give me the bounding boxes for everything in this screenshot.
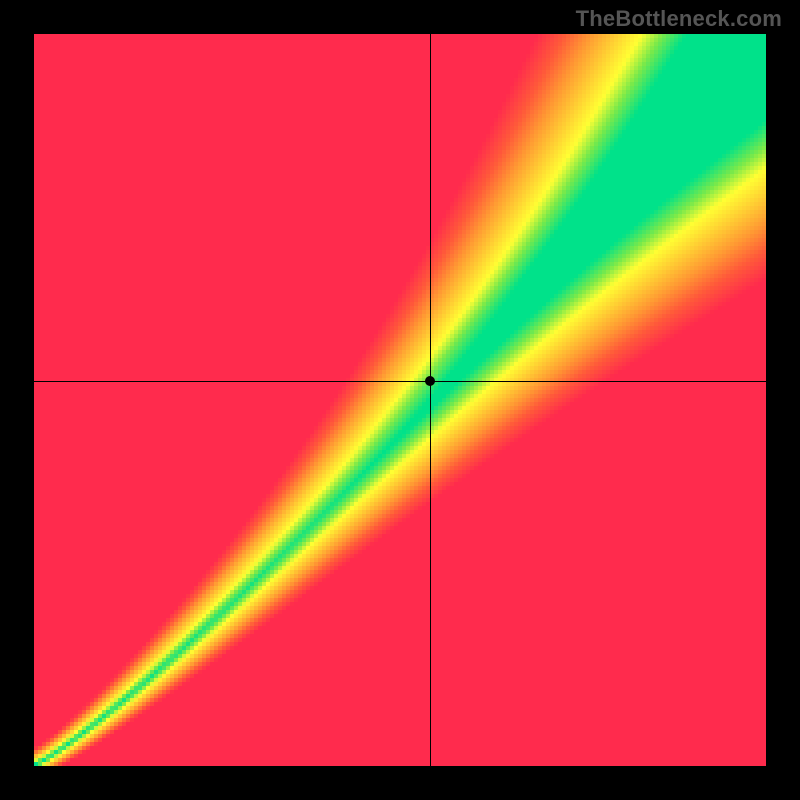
heatmap-canvas xyxy=(34,34,766,766)
plot-area xyxy=(34,34,766,766)
crosshair-marker xyxy=(425,376,435,386)
crosshair-vertical xyxy=(430,34,431,766)
watermark-text: TheBottleneck.com xyxy=(576,6,782,32)
crosshair-horizontal xyxy=(34,381,766,382)
